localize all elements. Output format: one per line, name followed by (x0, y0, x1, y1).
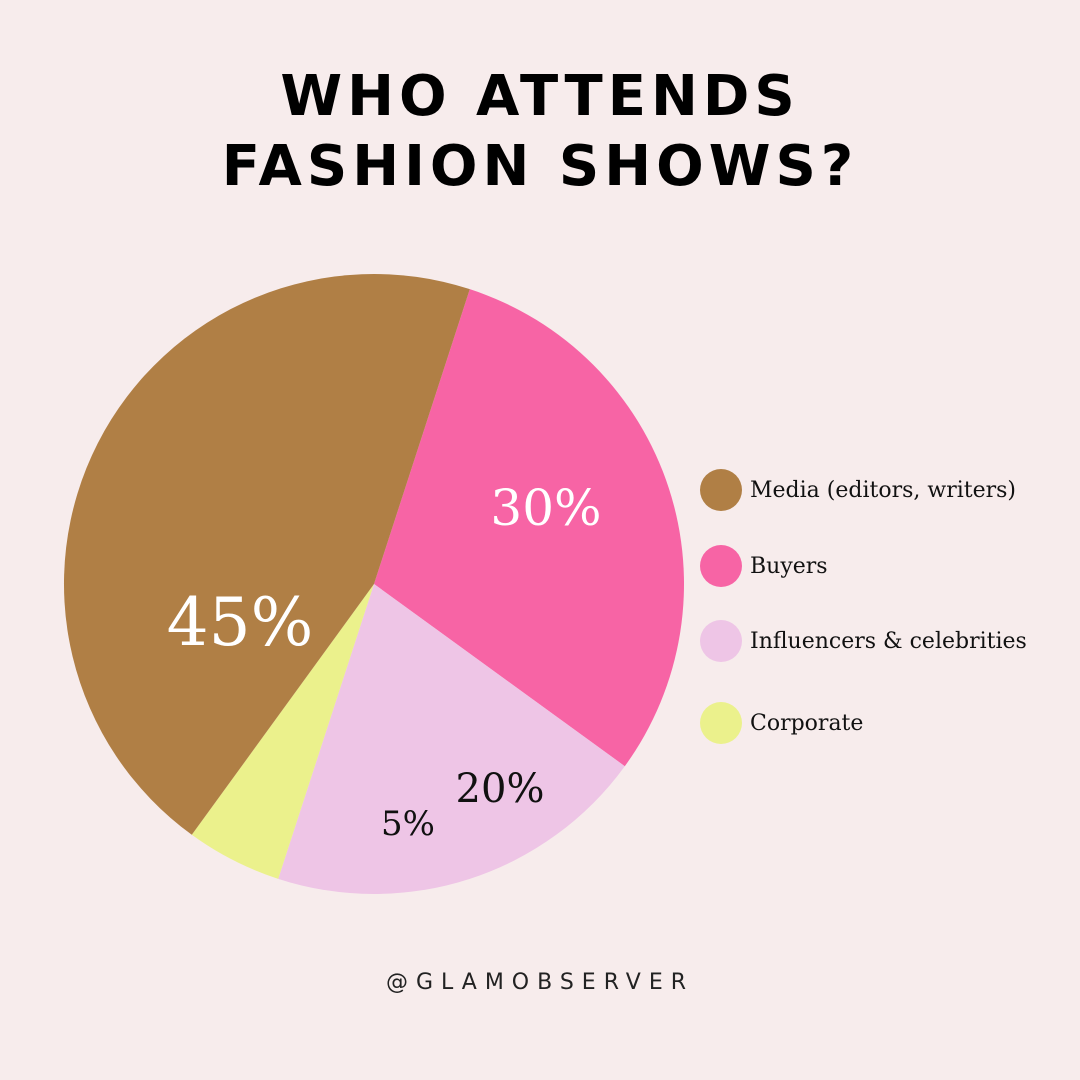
legend-swatch-influencers (700, 620, 742, 662)
slice-label-buyers: 30% (490, 479, 601, 537)
chart-title-line-1: WHO ATTENDS (280, 64, 800, 129)
legend-swatch-corporate (700, 702, 742, 744)
legend-item-corporate: Corporate (700, 701, 863, 745)
legend-swatch-media (700, 469, 742, 511)
legend-label-buyers: Buyers (750, 553, 828, 579)
pie-slice-buyers (374, 289, 685, 767)
legend-label-corporate: Corporate (750, 710, 864, 736)
footer-handle: @GLAMOBSERVER (385, 970, 695, 995)
legend-item-buyers: Buyers (700, 544, 828, 588)
legend-item-influencers: Influencers & celebrities (700, 619, 1027, 663)
legend-swatch-buyers (700, 545, 742, 587)
legend-label-media: Media (editors, writers) (750, 477, 1017, 503)
slice-label-corporate: 5% (381, 804, 435, 844)
slice-label-influencers: 20% (456, 766, 545, 812)
legend-item-media: Media (editors, writers) (700, 468, 1016, 512)
pie-slice-influencers (278, 584, 625, 895)
pie-slice-media (63, 273, 470, 835)
chart-title-line-2: FASHION SHOWS? (221, 134, 859, 199)
pie-slice-corporate (191, 584, 374, 879)
legend-label-influencers: Influencers & celebrities (750, 628, 1027, 654)
slice-label-media: 45% (167, 584, 314, 661)
chart-title: WHO ATTENDS FASHION SHOWS? (0, 62, 1080, 202)
